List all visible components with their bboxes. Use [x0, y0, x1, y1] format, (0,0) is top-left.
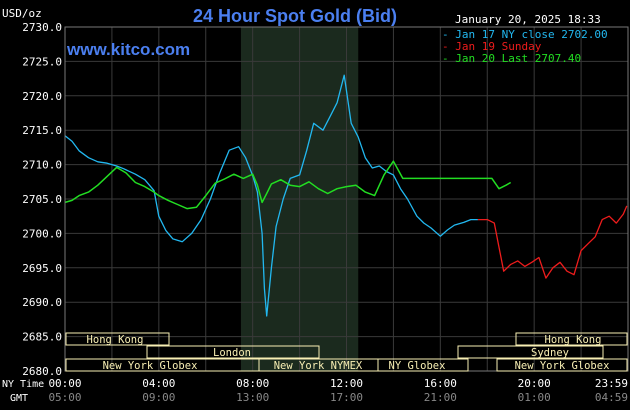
y-tick-label: 2730.0	[22, 21, 62, 34]
x-tick-label-ny: 23:59	[595, 377, 628, 390]
x-tick-label-gmt: 21:00	[424, 391, 457, 404]
x-tick-label-gmt: 17:00	[330, 391, 363, 404]
y-tick-label: 2715.0	[22, 124, 62, 137]
series-lines	[64, 74, 628, 317]
y-tick-label: 2720.0	[22, 90, 62, 103]
y-tick-label: 2710.0	[22, 159, 62, 172]
x-tick-label-gmt: 04:59	[595, 391, 628, 404]
x-tick-label-ny: 08:00	[236, 377, 269, 390]
y-tick-label: 2680.0	[22, 365, 62, 378]
x-tick-label-gmt: 01:00	[518, 391, 551, 404]
session-bars: Hong Kong London New York Globex New Yor…	[65, 332, 628, 372]
session-ny-globex: NY Globex	[389, 360, 446, 372]
y-tick-label: 2685.0	[22, 331, 62, 344]
session-hong-kong-1: Hong Kong	[87, 334, 144, 346]
y-tick-label: 2700.0	[22, 227, 62, 240]
series-jan19-line	[477, 205, 628, 279]
session-new-york-nymex: New York NYMEX	[274, 360, 363, 372]
session-london: London	[213, 347, 251, 359]
grid-lines	[65, 26, 628, 372]
x-tick-label-gmt: 09:00	[142, 391, 175, 404]
y-tick-label: 2705.0	[22, 193, 62, 206]
y-tick-labels: 2730.0 2725.0 2720.0 2715.0 2710.0 2705.0 2700…	[22, 21, 62, 378]
x-tick-label-ny: 04:00	[142, 377, 175, 390]
legend-item-jan20: - Jan 20 Last 2707.40	[442, 52, 581, 65]
y-tick-label: 2725.0	[22, 55, 62, 68]
series-jan20-line	[64, 160, 512, 210]
session-hong-kong-2: Hong Kong	[545, 334, 602, 346]
legend-item-jan19: - Jan 19 Sunday	[442, 40, 542, 53]
session-new-york-globex-2: New York Globex	[515, 360, 610, 372]
session-sydney: Sydney	[531, 347, 569, 359]
series-jan17-line	[64, 74, 478, 317]
legend-item-jan17: - Jan 17 NY close 2702.00	[442, 28, 608, 41]
legend: - Jan 17 NY close 2702.00 - Jan 19 Sunda…	[442, 28, 608, 65]
y-tick-label: 2690.0	[22, 296, 62, 309]
y-tick-label: 2695.0	[22, 262, 62, 275]
x-tick-label-gmt: 13:00	[236, 391, 269, 404]
x-tick-label-ny: 20:00	[518, 377, 551, 390]
x-tick-label-gmt: 05:00	[48, 391, 81, 404]
x-tick-label-ny: 12:00	[330, 377, 363, 390]
site-url: www.kitco.com	[66, 40, 190, 59]
ny-time-row-label: NY Time	[2, 379, 44, 390]
gmt-row-label: GMT	[10, 393, 28, 404]
timestamp: January 20, 2025 18:33	[455, 13, 601, 26]
unit-label: USD/oz	[2, 7, 42, 20]
x-tick-label-ny: 16:00	[424, 377, 457, 390]
chart-title: 24 Hour Spot Gold (Bid)	[193, 6, 397, 26]
x-tick-label-ny: 00:00	[48, 377, 81, 390]
session-new-york-globex-1: New York Globex	[103, 360, 198, 372]
